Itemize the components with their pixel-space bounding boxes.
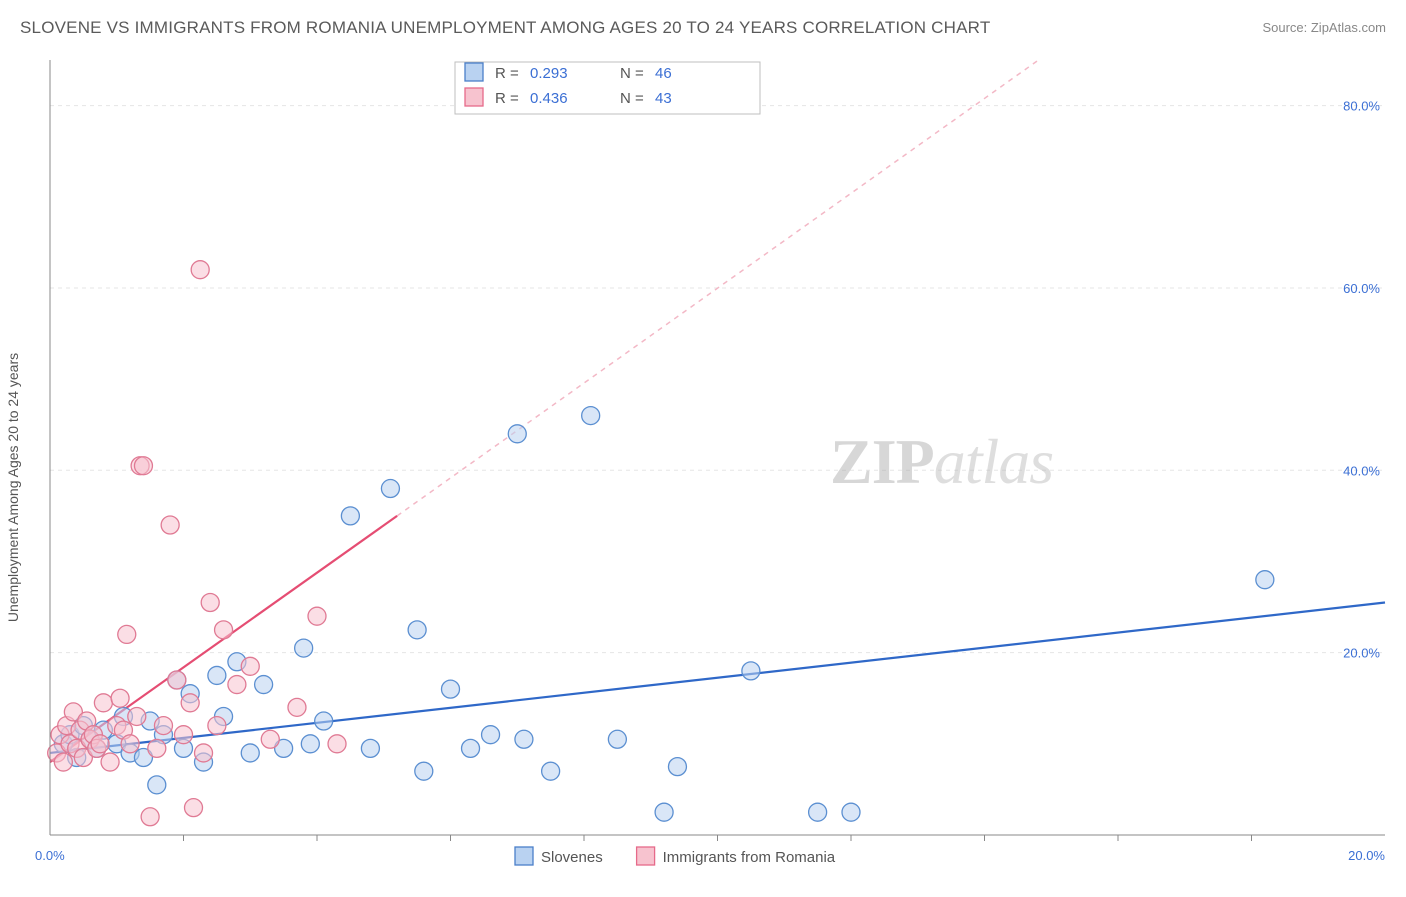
svg-text:Unemployment Among Ages 20 to: Unemployment Among Ages 20 to 24 years — [5, 353, 21, 622]
svg-text:N =: N = — [620, 65, 644, 82]
svg-text:R =: R = — [495, 90, 519, 107]
chart-title: SLOVENE VS IMMIGRANTS FROM ROMANIA UNEMP… — [20, 18, 990, 38]
svg-text:20.0%: 20.0% — [1348, 848, 1385, 863]
scatter-chart-svg: 0.0% 20.0% 20.0% 40.0% 60.0% 80.0% Unemploymen… — [0, 55, 1406, 892]
svg-text:Immigrants from Romania: Immigrants from Romania — [663, 849, 836, 866]
svg-text:0.293: 0.293 — [530, 65, 568, 82]
svg-text:N =: N = — [620, 90, 644, 107]
svg-text:60.0%: 60.0% — [1343, 281, 1380, 296]
chart-container: 0.0% 20.0% 20.0% 40.0% 60.0% 80.0% Unemploymen… — [0, 55, 1406, 892]
svg-text:80.0%: 80.0% — [1343, 99, 1380, 114]
source-attribution: Source: ZipAtlas.com — [1262, 20, 1386, 35]
svg-text:20.0%: 20.0% — [1343, 646, 1380, 661]
svg-text:Slovenes: Slovenes — [541, 849, 603, 866]
svg-text:43: 43 — [655, 90, 672, 107]
svg-text:40.0%: 40.0% — [1343, 463, 1380, 478]
svg-text:46: 46 — [655, 65, 672, 82]
svg-text:0.436: 0.436 — [530, 90, 568, 107]
svg-text:R =: R = — [495, 65, 519, 82]
svg-text:0.0%: 0.0% — [35, 848, 65, 863]
